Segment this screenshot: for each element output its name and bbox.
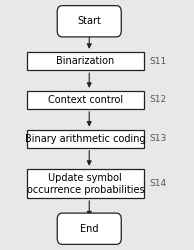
FancyBboxPatch shape: [57, 213, 121, 244]
Text: Update symbol
occurrence probabilities: Update symbol occurrence probabilities: [27, 172, 144, 195]
Text: S11: S11: [149, 57, 167, 66]
FancyBboxPatch shape: [27, 170, 144, 198]
Text: End: End: [80, 224, 99, 234]
Text: Context control: Context control: [48, 95, 123, 105]
Text: S12: S12: [149, 96, 166, 104]
Text: S13: S13: [149, 134, 167, 143]
Text: S14: S14: [149, 179, 166, 188]
Text: Binarization: Binarization: [56, 56, 114, 66]
Text: Start: Start: [77, 16, 101, 26]
FancyBboxPatch shape: [27, 91, 144, 109]
FancyBboxPatch shape: [27, 130, 144, 148]
Text: Binary arithmetic coding: Binary arithmetic coding: [25, 134, 146, 144]
FancyBboxPatch shape: [57, 6, 121, 37]
FancyBboxPatch shape: [27, 52, 144, 70]
